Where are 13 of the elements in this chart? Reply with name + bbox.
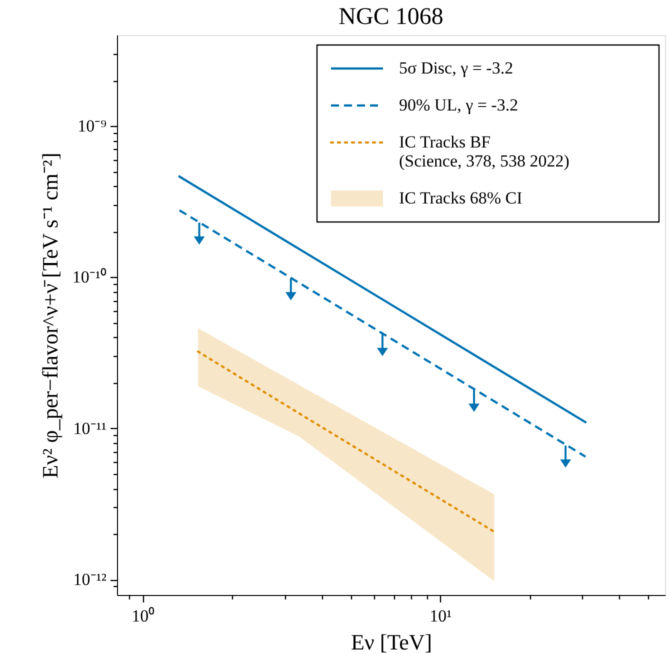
x-axis-title: Eν [TeV] xyxy=(350,630,432,654)
y-tick-label: 10⁻¹⁰ xyxy=(72,268,106,287)
x-tick-label: 10⁰ xyxy=(132,606,155,626)
chart-title: NGC 1068 xyxy=(338,4,444,30)
y-tick-label: 10⁻⁹ xyxy=(78,116,107,136)
y-tick-label: 10⁻¹¹ xyxy=(73,418,106,438)
annotation: IC Tracks 68% CI xyxy=(399,188,523,208)
legend-label: 5σ Disc, γ = -3.2 xyxy=(399,58,514,78)
x-tick-label: 10¹ xyxy=(430,606,452,626)
y-tick-label: 10⁻¹² xyxy=(73,570,106,590)
y-axis-title: Eν² φ_per−flavor^ν+ν̄ [TeV s⁻¹ cm⁻²] xyxy=(37,152,62,478)
legend-label: IC Tracks BF (Science, 378, 538 2022) xyxy=(399,132,570,170)
legend-label: 90% UL, γ = -3.2 xyxy=(399,96,518,114)
